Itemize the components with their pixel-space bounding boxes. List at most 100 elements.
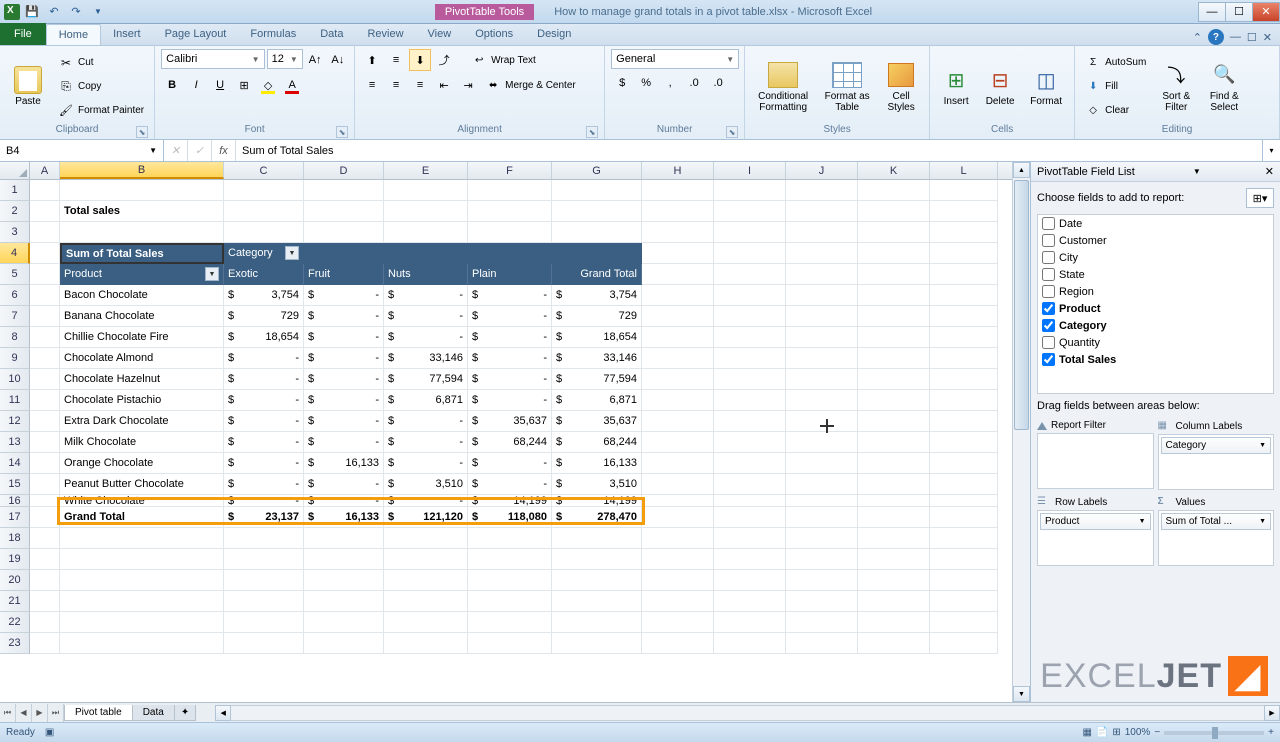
ribbon-tab-formulas[interactable]: Formulas xyxy=(238,24,308,45)
row-pill-product[interactable]: Product▼ xyxy=(1040,513,1151,530)
cut-button[interactable]: Cut xyxy=(54,52,148,74)
sheet-tab-data[interactable]: Data xyxy=(132,705,175,721)
grow-font[interactable]: A↑ xyxy=(305,49,326,71)
row-header-23[interactable]: 23 xyxy=(0,633,30,654)
col-header-D[interactable]: D xyxy=(304,162,384,179)
percent-button[interactable]: % xyxy=(635,72,657,94)
row-header-14[interactable]: 14 xyxy=(0,453,30,474)
ribbon-tab-page-layout[interactable]: Page Layout xyxy=(153,24,239,45)
col-header-G[interactable]: G xyxy=(552,162,642,179)
scroll-up[interactable]: ▲ xyxy=(1013,162,1030,178)
borders-button[interactable]: ⊞ xyxy=(233,74,255,96)
wrap-text-button[interactable]: ↩Wrap Text xyxy=(467,49,540,71)
sheet-next[interactable]: ▶ xyxy=(32,704,48,722)
row-header-19[interactable]: 19 xyxy=(0,549,30,570)
format-cells-button[interactable]: ◫Format xyxy=(1024,52,1068,122)
field-list-layout-button[interactable]: ⊞▾ xyxy=(1246,188,1274,208)
clear-button[interactable]: ◇Clear xyxy=(1081,100,1150,122)
align-middle[interactable]: ≡ xyxy=(385,49,407,71)
ribbon-tab-design[interactable]: Design xyxy=(525,24,583,45)
row-labels-area[interactable]: Product▼ xyxy=(1037,510,1154,566)
clipboard-launcher[interactable]: ⬊ xyxy=(136,126,148,138)
dec-indent[interactable]: ⇤ xyxy=(433,74,455,96)
row-header-2[interactable]: 2 xyxy=(0,201,30,222)
delete-cells-button[interactable]: ⊟Delete xyxy=(980,52,1020,122)
sheet-first[interactable]: ⏮ xyxy=(0,704,16,722)
col-pill-category[interactable]: Category▼ xyxy=(1161,437,1272,454)
macro-record-icon[interactable]: ▣ xyxy=(45,727,54,738)
accounting-button[interactable]: $ xyxy=(611,72,633,94)
merge-center-button[interactable]: ⬌Merge & Center xyxy=(481,74,580,96)
autosum-button[interactable]: ΣAutoSum xyxy=(1081,52,1150,74)
zoom-level[interactable]: 100% xyxy=(1125,727,1151,738)
field-product[interactable]: Product xyxy=(1038,300,1273,317)
row-header-7[interactable]: 7 xyxy=(0,306,30,327)
minimize-ribbon-icon[interactable]: ⌃ xyxy=(1193,31,1202,44)
field-category[interactable]: Category xyxy=(1038,317,1273,334)
close-button[interactable]: ✕ xyxy=(1252,2,1280,22)
hscroll-right[interactable]: ▶ xyxy=(1264,705,1280,721)
ribbon-tab-view[interactable]: View xyxy=(416,24,464,45)
dec-decimal[interactable]: .0 xyxy=(707,72,729,94)
row-header-20[interactable]: 20 xyxy=(0,570,30,591)
view-normal[interactable]: ▦ xyxy=(1082,727,1091,738)
col-header-C[interactable]: C xyxy=(224,162,304,179)
font-size-combo[interactable]: 12▼ xyxy=(267,49,303,69)
sort-filter-button[interactable]: ⤵Sort & Filter xyxy=(1154,52,1198,122)
qat-customize[interactable]: ▼ xyxy=(88,2,108,22)
zoom-slider[interactable] xyxy=(1164,731,1264,735)
shrink-font[interactable]: A↓ xyxy=(327,49,348,71)
field-region[interactable]: Region xyxy=(1038,283,1273,300)
name-box[interactable]: B4▼ xyxy=(0,140,164,161)
row-header-1[interactable]: 1 xyxy=(0,180,30,201)
col-header-F[interactable]: F xyxy=(468,162,552,179)
help-icon[interactable]: ? xyxy=(1208,29,1224,45)
align-bottom[interactable]: ⬇ xyxy=(409,49,431,71)
col-header-L[interactable]: L xyxy=(930,162,998,179)
italic-button[interactable]: I xyxy=(185,74,207,96)
number-launcher[interactable]: ⬊ xyxy=(726,126,738,138)
font-name-combo[interactable]: Calibri▼ xyxy=(161,49,264,69)
bold-button[interactable]: B xyxy=(161,74,183,96)
sheet-tab-active[interactable]: Pivot table xyxy=(64,705,133,721)
ribbon-tab-data[interactable]: Data xyxy=(308,24,355,45)
comma-button[interactable]: , xyxy=(659,72,681,94)
inc-decimal[interactable]: .0 xyxy=(683,72,705,94)
row-header-3[interactable]: 3 xyxy=(0,222,30,243)
sheet-last[interactable]: ⏭ xyxy=(48,704,64,722)
minimize-button[interactable]: — xyxy=(1198,2,1226,22)
orientation[interactable]: ⤴ xyxy=(433,49,455,71)
row-header-8[interactable]: 8 xyxy=(0,327,30,348)
field-quantity[interactable]: Quantity xyxy=(1038,334,1273,351)
row-header-13[interactable]: 13 xyxy=(0,432,30,453)
col-header-E[interactable]: E xyxy=(384,162,468,179)
report-filter-area[interactable] xyxy=(1037,433,1154,489)
number-format-combo[interactable]: General▼ xyxy=(611,49,739,69)
hscroll-left[interactable]: ◀ xyxy=(215,705,231,721)
new-sheet-button[interactable]: ✦ xyxy=(174,705,196,721)
field-list-close[interactable]: ✕ xyxy=(1265,165,1274,178)
fx-button[interactable]: fx xyxy=(212,140,236,161)
qat-undo[interactable]: ↶ xyxy=(44,2,64,22)
field-list-dropdown[interactable]: ▼ xyxy=(1193,167,1201,176)
copy-button[interactable]: Copy xyxy=(54,76,148,98)
scroll-down[interactable]: ▼ xyxy=(1013,686,1030,702)
col-header-A[interactable]: A xyxy=(30,162,60,179)
zoom-in[interactable]: + xyxy=(1268,727,1274,738)
row-header-12[interactable]: 12 xyxy=(0,411,30,432)
align-right[interactable]: ≡ xyxy=(409,74,431,96)
ribbon-tab-insert[interactable]: Insert xyxy=(101,24,153,45)
expand-formula-bar[interactable]: ▾ xyxy=(1262,140,1280,161)
find-select-button[interactable]: 🔍Find & Select xyxy=(1202,52,1246,122)
font-color-button[interactable]: A xyxy=(281,74,303,96)
column-labels-area[interactable]: Category▼ xyxy=(1158,434,1275,490)
enter-formula[interactable]: ✓ xyxy=(188,140,212,161)
field-date[interactable]: Date xyxy=(1038,215,1273,232)
field-city[interactable]: City xyxy=(1038,249,1273,266)
qat-save[interactable]: 💾 xyxy=(22,2,42,22)
val-pill-totalsales[interactable]: Sum of Total ...▼ xyxy=(1161,513,1272,530)
align-top[interactable]: ⬆ xyxy=(361,49,383,71)
doc-restore[interactable]: ☐ xyxy=(1247,31,1257,44)
paste-button[interactable]: Paste xyxy=(6,52,50,122)
selected-cell[interactable]: Sum of Total Sales xyxy=(60,243,224,264)
